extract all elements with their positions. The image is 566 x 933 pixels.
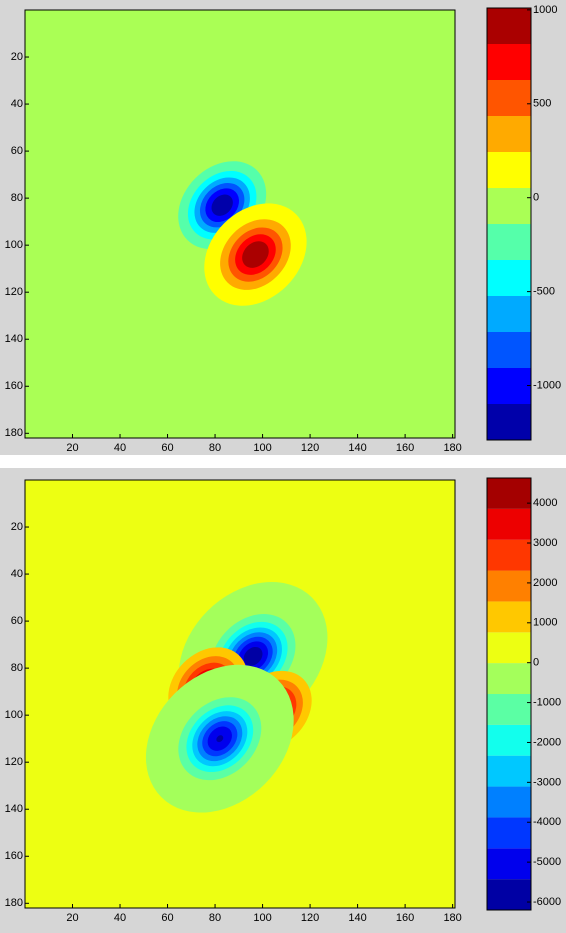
y-tick-label: 120 xyxy=(5,286,23,298)
colorbar-tick-label: 3000 xyxy=(533,537,557,549)
y-tick-label: 180 xyxy=(5,897,23,909)
colorbar-frame xyxy=(486,7,532,441)
colorbar-band xyxy=(487,152,531,188)
y-tick-label: 120 xyxy=(5,756,23,768)
x-tick-label: 140 xyxy=(348,442,366,454)
x-tick-label: 120 xyxy=(301,442,319,454)
x-tick-label: 40 xyxy=(114,442,126,454)
colorbar-band xyxy=(487,478,531,509)
x-tick-label: 20 xyxy=(66,442,78,454)
colorbar-band xyxy=(487,817,531,849)
y-tick-label: 180 xyxy=(5,427,23,439)
colorbar-band xyxy=(487,879,531,910)
colorbar-band xyxy=(487,663,531,694)
colorbar-band xyxy=(487,332,531,368)
colorbar-band xyxy=(487,570,531,602)
plot-frame xyxy=(24,479,456,909)
y-tick-label: 140 xyxy=(5,803,23,815)
colorbar-band xyxy=(487,755,531,787)
y-tick-label: 80 xyxy=(11,192,23,204)
colorbar-tick-label: -1000 xyxy=(533,696,561,708)
colorbar-band xyxy=(487,260,531,296)
plot-area xyxy=(24,9,456,439)
colorbar-tick-label: -6000 xyxy=(533,896,561,908)
y-tick-label: 20 xyxy=(11,51,23,63)
colorbar-band xyxy=(487,539,531,571)
y-tick-label: 160 xyxy=(5,850,23,862)
x-tick-label: 180 xyxy=(443,442,461,454)
y-tick-label: 80 xyxy=(11,662,23,674)
x-tick-label: 120 xyxy=(301,912,319,924)
x-tick-label: 80 xyxy=(209,912,221,924)
colorbar-tick-label: -3000 xyxy=(533,776,561,788)
x-tick-label: 100 xyxy=(253,912,271,924)
contour-level xyxy=(211,194,233,216)
contour-level xyxy=(243,646,263,666)
plot-area xyxy=(24,479,456,909)
colorbar-tick-label: -1000 xyxy=(533,379,561,391)
colorbar-tick-label: -2000 xyxy=(533,736,561,748)
y-tick-label: 40 xyxy=(11,98,23,110)
colorbar-band xyxy=(487,8,531,44)
x-tick-label: 60 xyxy=(161,442,173,454)
colorbar-frame xyxy=(486,477,532,911)
colorbar-tick-label: 500 xyxy=(533,98,551,110)
y-tick-label: 160 xyxy=(5,380,23,392)
y-tick-label: 140 xyxy=(5,333,23,345)
colorbar-band xyxy=(487,44,531,80)
colorbar-band xyxy=(487,848,531,880)
colorbar-band xyxy=(487,632,531,664)
colorbar-band xyxy=(487,188,531,224)
x-tick-label: 160 xyxy=(396,442,414,454)
colorbar-band xyxy=(487,80,531,116)
colorbar-band xyxy=(487,724,531,756)
colorbar-band xyxy=(487,694,531,725)
colorbar-tick-label: 2000 xyxy=(533,577,557,589)
colorbar-tick-label: 1000 xyxy=(533,617,557,629)
y-tick-label: 20 xyxy=(11,521,23,533)
contour-level xyxy=(242,241,269,268)
separator xyxy=(0,455,566,468)
colorbar-band xyxy=(487,224,531,260)
contour-level xyxy=(216,735,224,743)
y-tick-label: 40 xyxy=(11,568,23,580)
colorbar-band xyxy=(487,404,531,440)
colorbar-tick-label: -500 xyxy=(533,286,555,298)
colorbar-band xyxy=(487,296,531,332)
colorbar-tick-label: 0 xyxy=(533,192,539,204)
colorbar-tick-label: -5000 xyxy=(533,856,561,868)
colorbar-tick-label: 4000 xyxy=(533,497,557,509)
y-tick-label: 100 xyxy=(5,709,23,721)
colorbar-band xyxy=(487,368,531,404)
colorbar-band xyxy=(487,786,531,818)
x-tick-label: 40 xyxy=(114,912,126,924)
colorbar-tick-label: -4000 xyxy=(533,816,561,828)
blob xyxy=(204,203,307,306)
colorbar-tick-label: 1000 xyxy=(533,4,557,16)
colorbar-band xyxy=(487,116,531,152)
x-tick-label: 20 xyxy=(66,912,78,924)
x-tick-label: 180 xyxy=(443,912,461,924)
y-tick-label: 60 xyxy=(11,145,23,157)
x-tick-label: 140 xyxy=(348,912,366,924)
colorbar-band xyxy=(487,601,531,633)
y-tick-label: 100 xyxy=(5,239,23,251)
blob xyxy=(145,664,294,813)
y-tick-label: 60 xyxy=(11,615,23,627)
colorbar-tick-label: 0 xyxy=(533,657,539,669)
x-tick-label: 80 xyxy=(209,442,221,454)
x-tick-label: 100 xyxy=(253,442,271,454)
plot-frame xyxy=(24,9,456,439)
x-tick-label: 160 xyxy=(396,912,414,924)
colorbar-band xyxy=(487,508,531,540)
x-tick-label: 60 xyxy=(161,912,173,924)
